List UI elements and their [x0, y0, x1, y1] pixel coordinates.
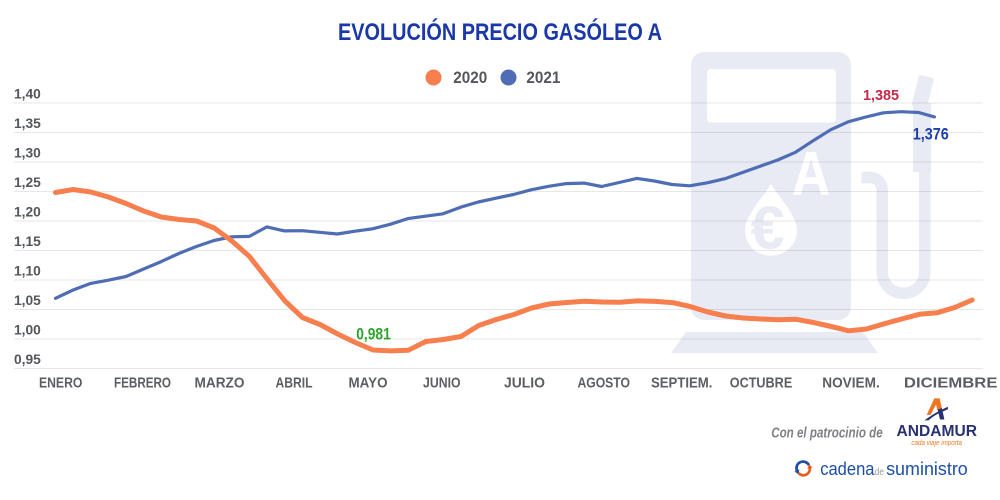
svg-text:JULIO: JULIO: [504, 374, 545, 391]
svg-text:1,20: 1,20: [14, 203, 41, 219]
svg-text:cadena: cadena: [820, 458, 875, 479]
svg-text:2021: 2021: [526, 68, 560, 87]
svg-text:1,35: 1,35: [14, 115, 41, 131]
svg-text:1,40: 1,40: [14, 85, 41, 101]
svg-text:MAYO: MAYO: [349, 374, 388, 391]
svg-text:1,10: 1,10: [14, 262, 41, 278]
svg-text:€: €: [751, 195, 785, 262]
svg-text:ENERO: ENERO: [39, 374, 83, 391]
svg-text:SEPTIEM.: SEPTIEM.: [651, 374, 713, 391]
svg-text:1,05: 1,05: [14, 292, 41, 308]
svg-text:FEBRERO: FEBRERO: [114, 374, 171, 391]
svg-text:1,30: 1,30: [14, 144, 41, 160]
svg-text:0,981: 0,981: [356, 325, 391, 344]
svg-text:DICIEMBRE: DICIEMBRE: [904, 374, 998, 391]
svg-text:1,15: 1,15: [14, 233, 41, 249]
svg-text:JUNIO: JUNIO: [423, 374, 461, 391]
svg-text:suministro: suministro: [886, 458, 968, 479]
svg-text:de: de: [875, 466, 884, 478]
svg-text:1,25: 1,25: [14, 174, 41, 190]
svg-text:0,95: 0,95: [14, 351, 41, 367]
svg-text:AGOSTO: AGOSTO: [577, 374, 630, 391]
svg-text:Con el patrocinio de: Con el patrocinio de: [771, 426, 883, 442]
svg-text:1,00: 1,00: [14, 321, 41, 337]
svg-text:1,376: 1,376: [913, 125, 949, 144]
svg-text:OCTUBRE: OCTUBRE: [730, 374, 793, 391]
svg-text:MARZO: MARZO: [195, 374, 245, 391]
svg-text:2020: 2020: [453, 68, 487, 87]
svg-text:1,385: 1,385: [863, 87, 899, 104]
svg-text:NOVIEM.: NOVIEM.: [822, 374, 880, 391]
svg-text:ABRIL: ABRIL: [276, 374, 313, 391]
svg-text:cada viaje importa: cada viaje importa: [911, 438, 962, 447]
svg-text:EVOLUCIÓN PRECIO GASÓLEO A: EVOLUCIÓN PRECIO GASÓLEO A: [338, 18, 662, 46]
svg-text:ANDAMUR: ANDAMUR: [897, 423, 978, 440]
